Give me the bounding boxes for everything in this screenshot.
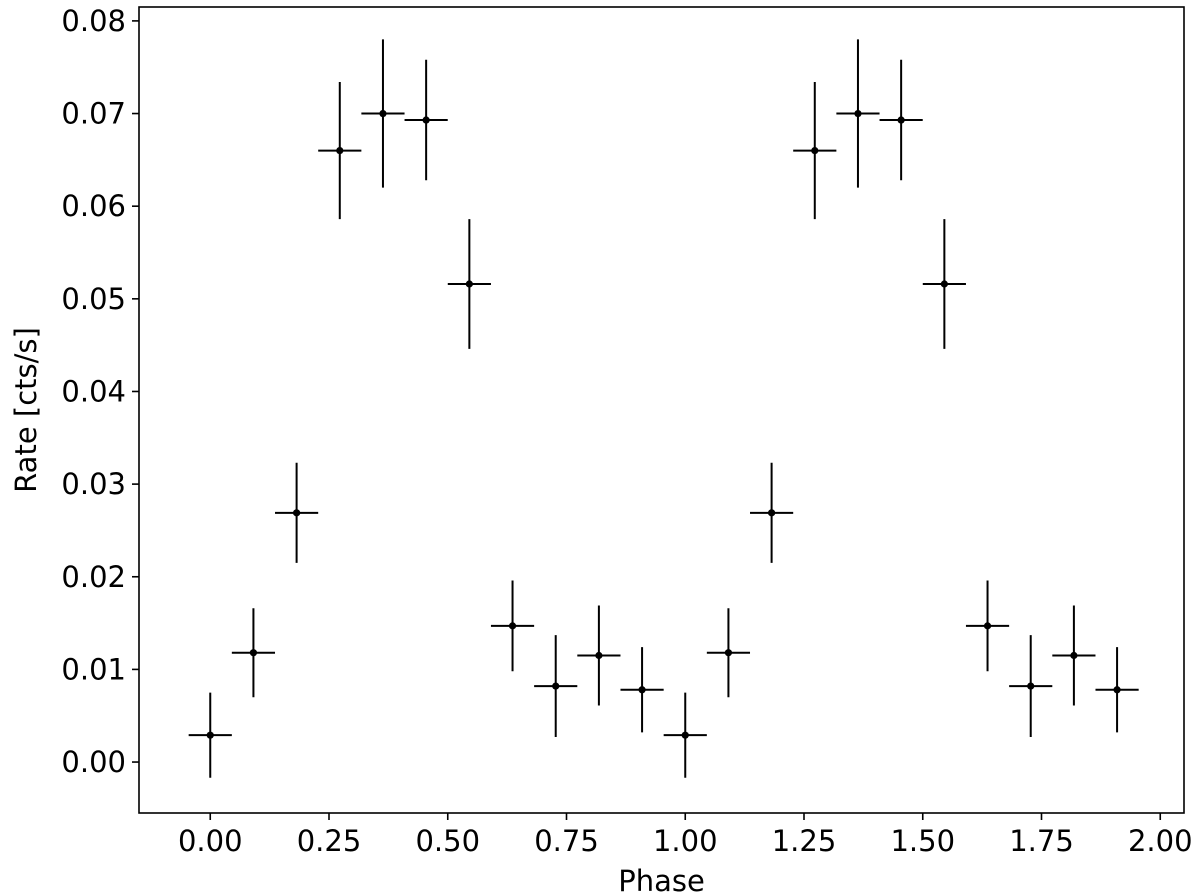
y-tick-label: 0.03 [61,467,126,501]
point-marker [249,649,258,657]
data-point [793,82,837,220]
x-tick-label: 2.00 [1128,824,1193,858]
data-point [620,647,664,733]
data-point [534,635,578,738]
point-marker [768,509,776,517]
data-point [750,462,794,563]
x-tick-label: 0.25 [297,824,362,858]
data-points [188,39,1139,778]
data-point [1052,605,1096,706]
data-point [404,59,448,181]
point-marker [595,651,603,660]
x-axis-ticks: 0.00 0.25 0.50 0.75 1.00 1.25 1.50 1.75 2.00 [178,813,1193,858]
data-point [663,692,707,778]
data-point [577,605,621,706]
y-axis-label: Rate [cts/s] [9,327,43,493]
point-marker [508,622,517,630]
data-point [879,59,923,181]
y-tick-label: 0.08 [61,4,126,38]
data-point [965,580,1010,672]
data-point [706,608,751,698]
plot-frame [138,6,1185,814]
data-point [922,219,966,349]
point-marker [422,116,430,124]
y-axis-ticks: 0.00 0.01 0.02 0.03 0.04 0.05 0.06 0.07 0.08 [61,4,139,779]
y-tick-label: 0.04 [61,374,126,408]
y-tick-label: 0.06 [61,189,126,223]
data-point [1095,647,1139,733]
data-point [188,692,232,778]
data-point [836,39,880,188]
data-point [361,39,405,188]
x-tick-label: 0.00 [178,824,243,858]
point-marker [983,622,992,630]
point-marker [379,109,387,118]
point-marker [1070,651,1078,660]
data-point [275,462,319,563]
y-tick-label: 0.05 [61,282,126,316]
y-tick-label: 0.01 [61,652,126,686]
y-tick-label: 0.07 [61,97,126,131]
x-axis-label: Phase [618,864,705,894]
point-marker [206,731,214,739]
x-tick-label: 1.50 [890,824,955,858]
data-point [490,580,535,672]
point-marker [854,109,862,118]
x-tick-label: 1.25 [772,824,837,858]
point-marker [1113,686,1121,694]
y-tick-label: 0.02 [61,560,126,594]
x-tick-label: 1.75 [1009,824,1074,858]
data-point [447,219,491,349]
x-tick-label: 1.00 [653,824,718,858]
point-marker [681,731,689,739]
point-marker [638,686,646,694]
point-marker [465,280,473,288]
x-tick-label: 0.75 [534,824,599,858]
y-tick-label: 0.00 [61,745,126,779]
point-marker [293,509,301,517]
point-marker [1027,682,1035,690]
data-point [318,82,362,220]
point-marker [336,146,344,155]
point-marker [552,682,560,690]
point-marker [811,146,819,155]
point-marker [724,649,733,657]
x-tick-label: 0.50 [415,824,480,858]
data-point [231,608,276,698]
point-marker [897,116,905,124]
point-marker [940,280,948,288]
data-point [1009,635,1053,738]
